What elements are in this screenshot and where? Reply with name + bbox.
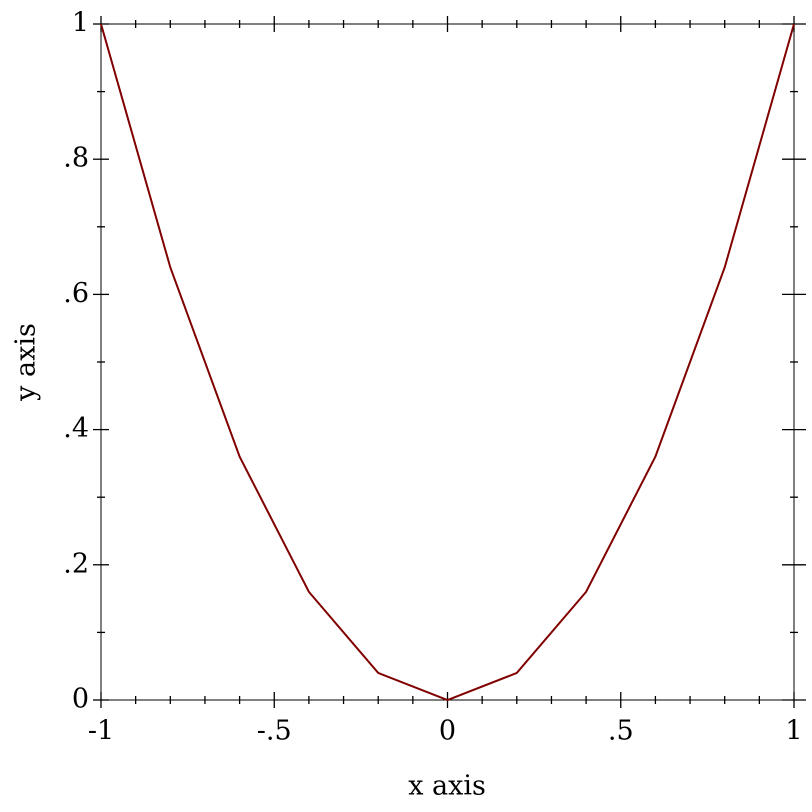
- x-axis-label: x axis: [408, 771, 486, 802]
- x-tick-label: 0: [439, 716, 456, 747]
- y-tick-label: .8: [63, 143, 89, 174]
- y-tick-label: .6: [63, 278, 89, 309]
- y-tick-label: 1: [72, 8, 89, 39]
- x-tick-label: -.5: [257, 716, 292, 747]
- y-tick-label: .4: [63, 413, 89, 444]
- y-axis-label: y axis: [11, 323, 42, 402]
- x-tick-label: -1: [88, 716, 114, 747]
- x-tick-label: .5: [608, 716, 634, 747]
- y-tick-label: 0: [72, 684, 89, 715]
- y-tick-label: .2: [63, 548, 89, 579]
- series-line: [100, 23, 795, 702]
- x-tick-label: 1: [785, 716, 802, 747]
